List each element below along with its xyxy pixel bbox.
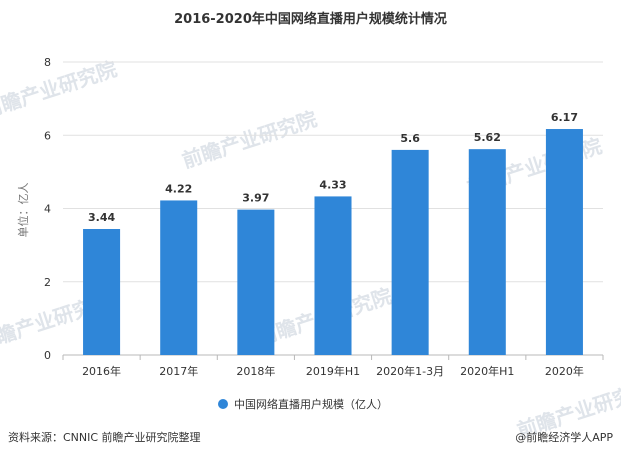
x-tick-labels: 2016年 2017年 2018年 2019年H1 2020年1-3月 2020年H1 20… — [82, 364, 584, 378]
bar-6 — [468, 149, 506, 355]
legend-swatch-circle — [218, 399, 228, 409]
bar-3 — [237, 209, 275, 355]
brand-credit: @前瞻经济学人APP — [515, 430, 613, 444]
bar-2 — [160, 200, 198, 355]
bar-series — [83, 129, 583, 355]
x-tick-label-4: 2019年H1 — [306, 364, 360, 378]
data-label-4: 4.33 — [319, 178, 346, 191]
data-label-1: 3.44 — [88, 211, 115, 224]
legend-label: 中国网络直播用户规模（亿人） — [234, 397, 388, 411]
data-label-7: 6.17 — [551, 111, 578, 124]
bar-7 — [545, 129, 583, 355]
y-tick-label: 0 — [44, 349, 51, 362]
x-tick-label-6: 2020年H1 — [460, 364, 514, 378]
bar-1 — [83, 229, 121, 355]
x-tick-label-5: 2020年1-3月 — [376, 364, 444, 378]
bar-value-labels: 3.44 4.22 3.97 4.33 5.6 5.62 6.17 — [88, 111, 578, 224]
x-tick-label-3: 2018年 — [236, 364, 275, 378]
x-tick-label-7: 2020年 — [545, 364, 584, 378]
x-tick-label-1: 2016年 — [82, 364, 121, 378]
y-tick-labels: 0 2 4 6 8 — [44, 56, 51, 362]
source-note: 资料来源：CNNIC 前瞻产业研究院整理 — [8, 430, 201, 444]
x-tick-label-2: 2017年 — [159, 364, 198, 378]
y-tick-label: 2 — [44, 276, 51, 289]
y-axis-label: 单位：亿人 — [16, 183, 30, 238]
bar-4 — [314, 196, 352, 355]
data-label-6: 5.62 — [474, 131, 501, 144]
y-tick-label: 8 — [44, 56, 51, 69]
bar-5 — [391, 149, 429, 355]
chart-title: 2016-2020年中国网络直播用户规模统计情况 — [174, 11, 447, 27]
y-tick-label: 4 — [44, 203, 51, 216]
legend: 中国网络直播用户规模（亿人） — [218, 397, 388, 411]
y-tick-label: 6 — [44, 129, 51, 142]
data-label-3: 3.97 — [242, 192, 269, 205]
data-label-5: 5.6 — [400, 132, 420, 145]
data-label-2: 4.22 — [165, 182, 192, 195]
